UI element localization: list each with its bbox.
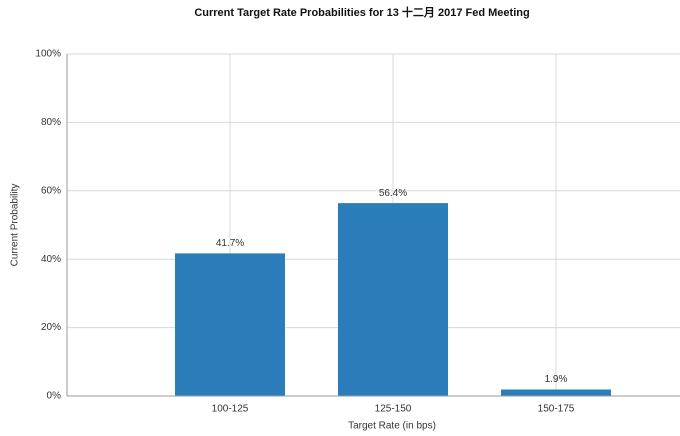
y-tick-label: 20% <box>41 322 61 333</box>
data-label: 1.9% <box>545 374 568 385</box>
chart-title: Current Target Rate Probabilities for 13… <box>194 5 529 19</box>
x-tick-label: 150-175 <box>538 404 575 415</box>
y-tick-label: 80% <box>41 117 61 128</box>
y-axis-label: Current Probability <box>10 184 21 267</box>
x-tick-label: 125-150 <box>375 404 412 415</box>
data-label: 56.4% <box>379 188 407 199</box>
bar <box>501 389 611 396</box>
y-tick-label: 60% <box>41 185 61 196</box>
data-label: 41.7% <box>216 238 244 249</box>
y-tick-label: 100% <box>35 49 61 60</box>
x-tick-label: 100-125 <box>212 404 249 415</box>
y-tick-label: 0% <box>47 391 62 402</box>
y-tick-label: 40% <box>41 254 61 265</box>
bar <box>175 253 285 396</box>
bar <box>338 203 448 396</box>
x-axis-label: Target Rate (in bps) <box>348 421 436 432</box>
